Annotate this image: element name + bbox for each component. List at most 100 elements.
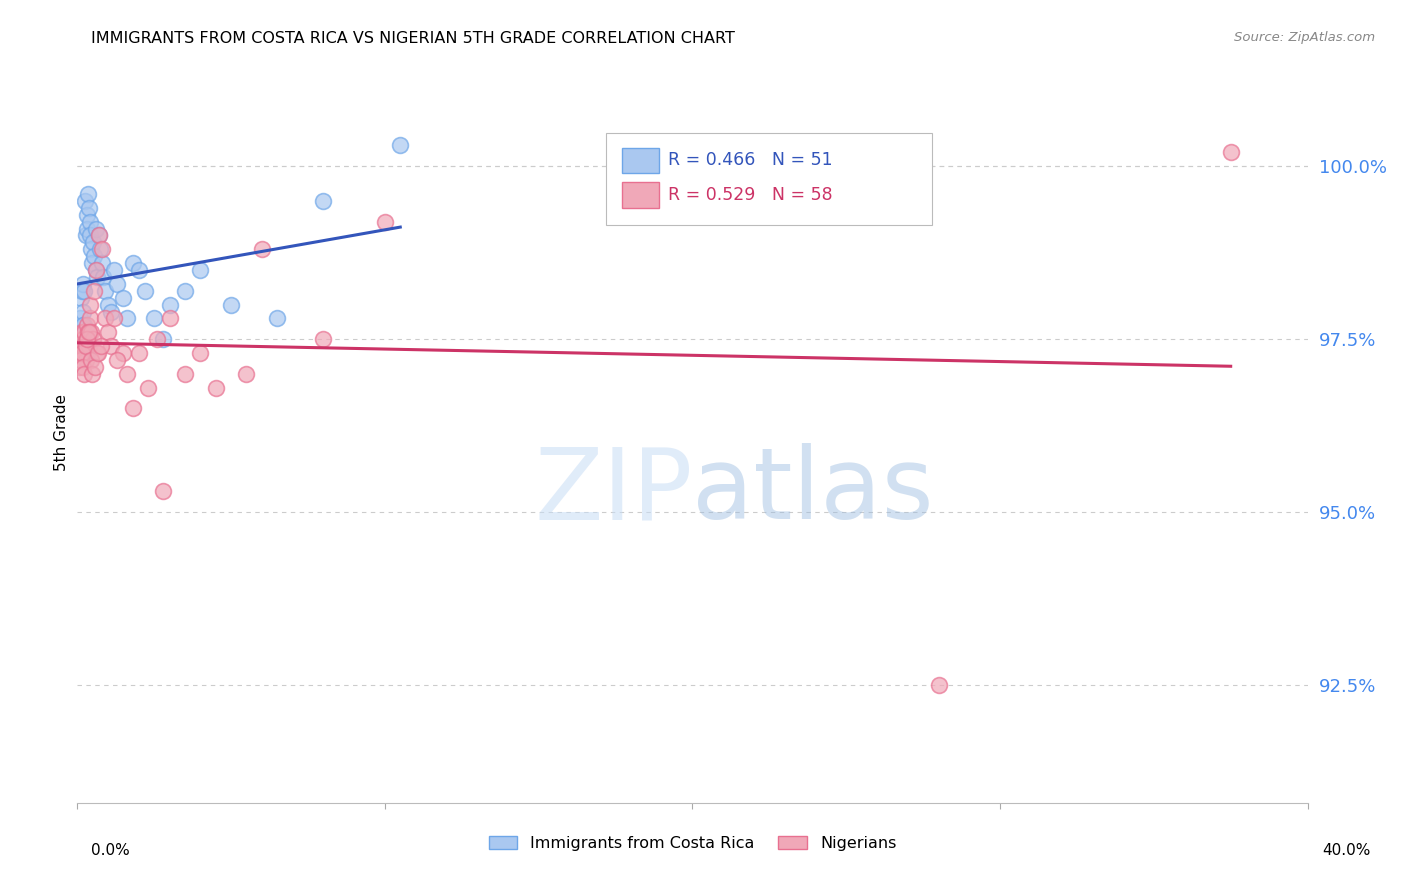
Point: [115, 367, 138, 381]
Point: [84, 359, 107, 374]
Point: [100, 304, 122, 318]
Point: [69, 311, 91, 326]
Point: [69, 332, 91, 346]
Point: [134, 284, 156, 298]
Point: [86, 346, 108, 360]
Point: [73, 367, 96, 381]
Point: [72, 339, 94, 353]
Text: ZIP: ZIP: [534, 443, 693, 541]
Point: [143, 311, 166, 326]
Point: [128, 263, 150, 277]
Point: [76, 346, 98, 360]
Point: [70, 284, 93, 298]
Point: [89, 242, 111, 256]
Point: [80, 242, 103, 256]
Point: [72, 332, 94, 346]
Point: [94, 311, 117, 326]
Point: [128, 346, 150, 360]
Point: [312, 194, 335, 208]
Point: [77, 326, 100, 340]
Point: [146, 332, 169, 346]
Point: [188, 346, 212, 360]
Text: 0.0%: 0.0%: [91, 843, 131, 858]
Point: [312, 332, 335, 346]
Point: [97, 326, 120, 340]
Point: [67, 346, 90, 360]
Point: [72, 304, 94, 318]
Point: [83, 284, 105, 298]
Point: [86, 269, 108, 284]
Point: [103, 311, 125, 326]
Point: [75, 353, 97, 368]
Point: [73, 346, 96, 360]
Point: [80, 326, 103, 340]
Point: [72, 277, 94, 291]
Point: [204, 381, 226, 395]
Point: [235, 367, 257, 381]
Point: [152, 332, 174, 346]
Point: [77, 339, 100, 353]
Point: [105, 277, 128, 291]
FancyBboxPatch shape: [623, 182, 659, 209]
Point: [82, 332, 104, 346]
Point: [87, 228, 110, 243]
Point: [77, 186, 100, 201]
Point: [374, 214, 396, 228]
Text: Source: ZipAtlas.com: Source: ZipAtlas.com: [1234, 31, 1375, 45]
Point: [82, 235, 104, 250]
Point: [188, 263, 212, 277]
Point: [159, 311, 181, 326]
Point: [70, 326, 93, 340]
Point: [70, 339, 93, 353]
Point: [73, 326, 96, 340]
Point: [76, 208, 98, 222]
Point: [69, 359, 91, 374]
Text: atlas: atlas: [693, 443, 934, 541]
Point: [76, 221, 98, 235]
Point: [75, 339, 97, 353]
Point: [93, 269, 115, 284]
Point: [73, 194, 96, 208]
Point: [70, 291, 93, 305]
Point: [86, 221, 108, 235]
Point: [82, 256, 104, 270]
Point: [67, 326, 90, 340]
Point: [121, 256, 143, 270]
Point: [70, 346, 93, 360]
Point: [73, 284, 96, 298]
Legend: Immigrants from Costa Rica, Nigerians: Immigrants from Costa Rica, Nigerians: [482, 830, 903, 858]
Point: [94, 284, 117, 298]
Point: [152, 484, 174, 499]
Text: R = 0.466   N = 51: R = 0.466 N = 51: [668, 151, 832, 169]
Point: [90, 256, 114, 270]
Point: [84, 263, 107, 277]
Point: [79, 214, 101, 228]
Point: [75, 339, 97, 353]
Text: IMMIGRANTS FROM COSTA RICA VS NIGERIAN 5TH GRADE CORRELATION CHART: IMMIGRANTS FROM COSTA RICA VS NIGERIAN 5…: [91, 31, 735, 46]
Point: [82, 367, 104, 381]
Point: [97, 297, 120, 311]
Point: [928, 678, 950, 692]
Point: [250, 242, 273, 256]
Text: 40.0%: 40.0%: [1323, 843, 1371, 858]
Point: [76, 332, 98, 346]
Point: [1219, 145, 1241, 160]
Point: [90, 242, 114, 256]
Point: [174, 284, 197, 298]
Point: [79, 228, 101, 243]
Point: [84, 263, 107, 277]
Point: [266, 311, 288, 326]
Point: [105, 353, 128, 368]
Point: [121, 401, 143, 416]
Point: [76, 318, 98, 333]
Point: [100, 339, 122, 353]
Point: [79, 297, 101, 311]
Point: [73, 318, 96, 333]
Point: [77, 326, 100, 340]
Point: [72, 318, 94, 333]
Point: [389, 138, 412, 153]
Point: [69, 353, 91, 368]
Point: [70, 326, 93, 340]
Point: [112, 346, 135, 360]
Point: [83, 249, 105, 263]
